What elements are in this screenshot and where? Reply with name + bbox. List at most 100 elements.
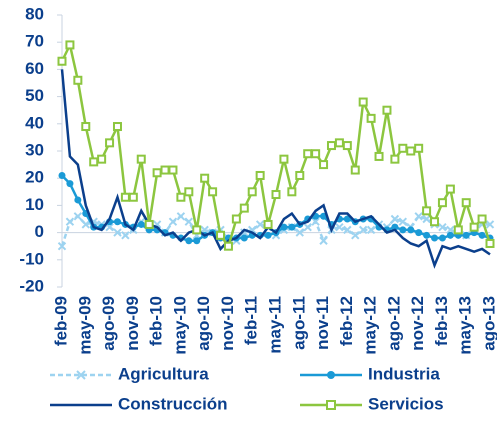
- marker: [414, 143, 424, 153]
- y-tick-label: 80: [25, 4, 44, 23]
- marker: [446, 225, 455, 235]
- marker: [319, 160, 329, 170]
- marker: [57, 56, 67, 66]
- marker: [437, 198, 447, 208]
- marker: [66, 180, 74, 188]
- marker: [176, 192, 186, 202]
- marker: [137, 220, 145, 228]
- marker: [446, 231, 454, 239]
- marker: [223, 241, 233, 251]
- marker: [414, 212, 423, 221]
- marker: [478, 231, 486, 239]
- legend-label: Servicios: [368, 394, 444, 413]
- marker: [288, 223, 296, 231]
- x-tick-label: feb-11: [242, 296, 261, 345]
- y-tick-label: 30: [25, 140, 44, 159]
- marker: [192, 225, 202, 235]
- y-tick-label: -10: [19, 249, 44, 268]
- marker: [57, 241, 67, 251]
- marker: [334, 138, 344, 148]
- marker: [391, 223, 399, 231]
- marker: [193, 237, 201, 245]
- marker: [81, 122, 91, 132]
- marker: [287, 187, 297, 197]
- legend-label: Industria: [368, 364, 440, 383]
- marker: [343, 215, 351, 223]
- marker: [477, 214, 487, 224]
- y-tick-label: 60: [25, 59, 44, 78]
- x-tick-label: may-09: [75, 296, 94, 355]
- x-tick-label: nov-11: [313, 296, 332, 350]
- marker: [255, 220, 265, 229]
- marker: [136, 154, 146, 164]
- marker: [231, 214, 241, 224]
- marker: [58, 171, 66, 179]
- marker: [390, 214, 400, 224]
- marker: [382, 105, 392, 115]
- y-tick-label: 50: [25, 86, 44, 105]
- marker: [239, 203, 249, 213]
- marker: [327, 371, 335, 379]
- marker: [303, 222, 312, 232]
- marker: [469, 222, 479, 232]
- marker: [264, 231, 272, 239]
- marker: [415, 229, 423, 237]
- marker: [247, 187, 257, 197]
- marker: [319, 236, 328, 245]
- x-tick-label: may-13: [456, 296, 475, 355]
- marker: [184, 187, 194, 197]
- x-tick-label: ago-11: [289, 296, 308, 350]
- x-tick-label: may-10: [170, 296, 189, 355]
- series-line: [60, 41, 492, 249]
- marker: [358, 97, 368, 107]
- x-tick-label: feb-10: [147, 296, 166, 346]
- marker: [152, 168, 162, 178]
- marker: [406, 146, 416, 156]
- marker: [430, 217, 440, 227]
- x-tick-label: feb-13: [432, 296, 451, 346]
- x-tick-label: nov-09: [123, 296, 142, 351]
- x-tick-label: ago-09: [99, 296, 118, 351]
- marker: [399, 226, 407, 234]
- legend-label: Agricultura: [118, 364, 209, 383]
- marker: [97, 154, 107, 164]
- y-tick-label: -20: [19, 276, 44, 295]
- x-tick-label: nov-10: [218, 296, 237, 351]
- marker: [240, 234, 248, 242]
- marker: [343, 225, 352, 235]
- marker: [74, 196, 82, 204]
- y-tick-label: 0: [35, 222, 44, 241]
- marker: [160, 165, 170, 175]
- marker: [128, 192, 138, 202]
- y-tick-label: 70: [25, 32, 44, 51]
- marker: [422, 214, 431, 224]
- marker: [208, 187, 218, 197]
- marker: [271, 190, 281, 200]
- marker: [303, 149, 313, 159]
- x-tick-label: ago-13: [479, 296, 497, 351]
- marker: [462, 231, 470, 239]
- marker: [485, 220, 495, 229]
- marker: [350, 165, 360, 175]
- marker: [112, 122, 122, 132]
- x-tick-label: nov-12: [408, 296, 427, 351]
- marker: [255, 170, 265, 180]
- marker: [184, 217, 194, 226]
- marker: [423, 231, 431, 239]
- marker: [168, 165, 178, 175]
- marker: [438, 222, 447, 232]
- marker: [144, 219, 154, 229]
- marker: [445, 184, 455, 194]
- marker: [311, 149, 321, 159]
- marker: [73, 75, 83, 85]
- y-tick-label: 10: [25, 195, 44, 214]
- x-tick-label: ago-12: [384, 296, 403, 351]
- marker: [280, 223, 288, 231]
- legend-label: Construcción: [118, 394, 228, 413]
- marker: [326, 141, 336, 151]
- marker: [295, 228, 304, 237]
- marker: [485, 238, 495, 248]
- marker: [65, 40, 75, 50]
- marker: [168, 217, 178, 226]
